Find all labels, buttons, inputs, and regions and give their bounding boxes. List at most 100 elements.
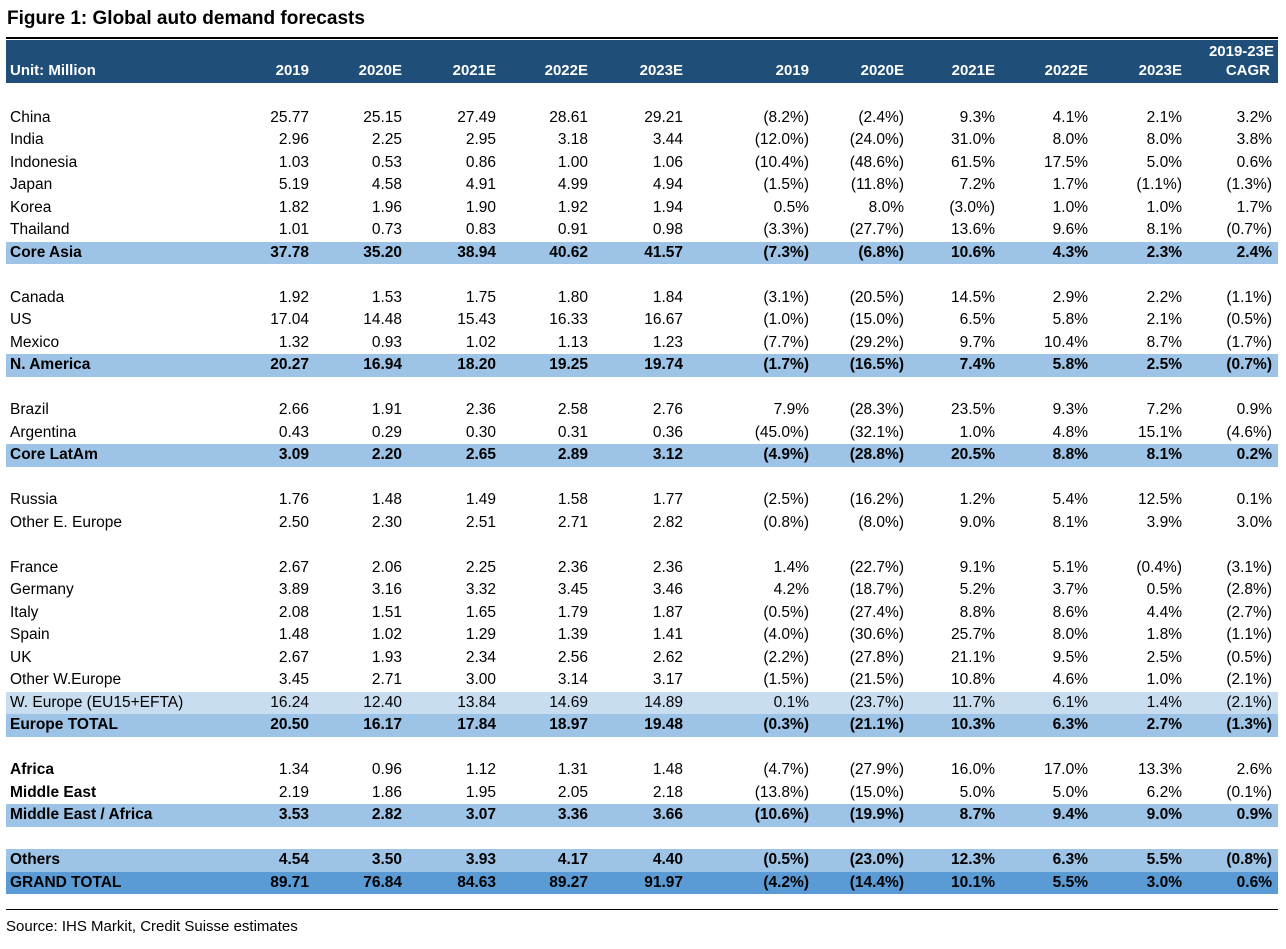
table-cell: 2.56: [557, 648, 588, 666]
table-cell: 2.95: [465, 131, 496, 148]
table-cell: 14.69: [549, 693, 588, 711]
col-header: 2021E: [452, 62, 496, 79]
table-cell: 2.82: [371, 806, 402, 823]
table-cell: 3.09: [278, 446, 309, 463]
table-cell: 20.5%: [951, 446, 995, 463]
table-cell: 40.62: [549, 243, 588, 261]
table-row: Africa 1.34 0.96 1.12 1.31 1.48 (4.7%) (27.9%) 1…: [6, 759, 1278, 782]
table-cell: (4.0%): [763, 626, 809, 643]
table-cell: 8.7%: [959, 806, 995, 823]
table-cell: (2.2%): [763, 648, 809, 666]
table-cell: 10.3%: [951, 716, 995, 733]
table-row: Russia 1.76 1.48 1.49 1.58 1.77 (2.5%) (16.2%) 1…: [6, 489, 1278, 512]
col-header: 2020E: [358, 62, 402, 79]
spacer-row: [6, 827, 1278, 850]
table-cell: 4.2%: [773, 581, 809, 598]
table-row: Middle East 2.19 1.86 1.95 2.05 2.18 (13.8%) (1…: [6, 782, 1278, 805]
row-label: Core Asia: [10, 243, 82, 261]
table-cell: 4.99: [557, 176, 588, 193]
table-cell: 3.93: [465, 851, 496, 868]
table-cell: 15.43: [457, 311, 496, 328]
table-cell: 0.98: [652, 221, 683, 238]
table-cell: 17.0%: [1044, 761, 1088, 778]
table-cell: 1.03: [278, 153, 309, 171]
row-label: Canada: [10, 288, 65, 306]
table-cell: 6.3%: [1052, 851, 1088, 868]
table-cell: 0.6%: [1236, 873, 1272, 891]
table-cell: (14.4%): [849, 873, 904, 891]
table-cell: 1.2%: [959, 491, 995, 508]
row-label: US: [10, 311, 32, 328]
total-row: Europe TOTAL 20.50 16.17 17.84 18.97 19.48 (0.…: [6, 714, 1278, 737]
table-cell: (15.0%): [849, 783, 904, 801]
table-row: Canada 1.92 1.53 1.75 1.80 1.84 (3.1%) (20.5%) 1…: [6, 287, 1278, 310]
table-row: Mexico 1.32 0.93 1.02 1.13 1.23 (7.7%) (29.2%) 9…: [6, 332, 1278, 355]
table-cell: 2.5%: [1146, 356, 1182, 373]
table-cell: 20.50: [270, 716, 309, 733]
table-cell: (22.7%): [849, 558, 904, 576]
table-cell: 1.96: [371, 198, 402, 216]
table-cell: (27.9%): [849, 761, 904, 778]
table-cell: 2.19: [278, 783, 309, 801]
table-cell: 14.5%: [951, 288, 995, 306]
table-cell: 16.67: [644, 311, 683, 328]
table-cell: 2.7%: [1146, 716, 1182, 733]
row-label: GRAND TOTAL: [10, 873, 122, 891]
table-cell: 0.5%: [1146, 581, 1182, 598]
table-cell: 16.94: [363, 356, 402, 373]
table-cell: (1.1%): [1226, 626, 1272, 643]
table-cell: (3.3%): [763, 221, 809, 238]
table-cell: (2.7%): [1226, 603, 1272, 621]
table-row: Brazil 2.66 1.91 2.36 2.58 2.76 7.9% (28.3%) 23.…: [6, 399, 1278, 422]
table-cell: 3.18: [557, 131, 588, 148]
table-cell: (1.5%): [763, 176, 809, 193]
table-cell: 84.63: [457, 873, 496, 891]
table-cell: 0.2%: [1236, 446, 1272, 463]
row-label: Other W.Europe: [10, 671, 122, 688]
table-cell: 13.3%: [1138, 761, 1182, 778]
table-cell: 41.57: [644, 243, 683, 261]
table-cell: 18.20: [457, 356, 496, 373]
table-cell: 3.2%: [1236, 108, 1272, 126]
table-cell: (13.8%): [754, 783, 809, 801]
table-cell: (48.6%): [849, 153, 904, 171]
table-cell: 1.12: [465, 761, 496, 778]
table-cell: 3.53: [278, 806, 309, 823]
table-cell: 2.51: [465, 513, 496, 531]
table-cell: 38.94: [457, 243, 496, 261]
table-cell: 8.0%: [1052, 626, 1088, 643]
table-row: Other E. Europe 2.50 2.30 2.51 2.71 2.82 (0.8%…: [6, 512, 1278, 535]
row-label: Japan: [10, 176, 53, 193]
table-cell: 3.89: [278, 581, 309, 598]
col-header: 2020E: [860, 62, 904, 79]
total-row: Core Asia 37.78 35.20 38.94 40.62 41.57 (7.3%)…: [6, 241, 1278, 264]
table-cell: 1.51: [371, 603, 402, 621]
table-cell: 25.77: [270, 108, 309, 126]
table-cell: 1.49: [465, 491, 496, 508]
col-header: 2023E: [1138, 62, 1182, 79]
table-header: Unit: Million 2019 2020E 2021E 2022E 202…: [6, 40, 1278, 83]
table-cell: 8.8%: [959, 603, 995, 621]
table-cell: 1.79: [557, 603, 588, 621]
table-cell: (32.1%): [849, 423, 904, 441]
table-cell: 29.21: [644, 108, 683, 126]
table-cell: 5.0%: [959, 783, 995, 801]
row-label: Middle East: [10, 783, 97, 801]
table-cell: 2.82: [652, 513, 683, 531]
row-label: India: [10, 131, 44, 148]
title-rule: [6, 37, 1278, 39]
table-cell: 1.06: [652, 153, 683, 171]
table-cell: 0.1%: [1236, 491, 1272, 508]
table-cell: 6.1%: [1052, 693, 1088, 711]
table-cell: 3.32: [465, 581, 496, 598]
table-row: China 25.77 25.15 27.49 28.61 29.21 (8.2%) (2.4…: [6, 107, 1278, 130]
table-cell: 0.86: [465, 153, 496, 171]
row-label: N. America: [10, 356, 91, 373]
table-cell: (23.0%): [849, 851, 904, 868]
table-cell: (29.2%): [849, 333, 904, 351]
table-row: India 2.96 2.25 2.95 3.18 3.44 (12.0%) (24.0%) 3…: [6, 129, 1278, 152]
table-cell: 1.86: [371, 783, 402, 801]
table-cell: 2.05: [557, 783, 588, 801]
table-cell: 1.32: [278, 333, 309, 351]
table-cell: 1.0%: [1052, 198, 1088, 216]
